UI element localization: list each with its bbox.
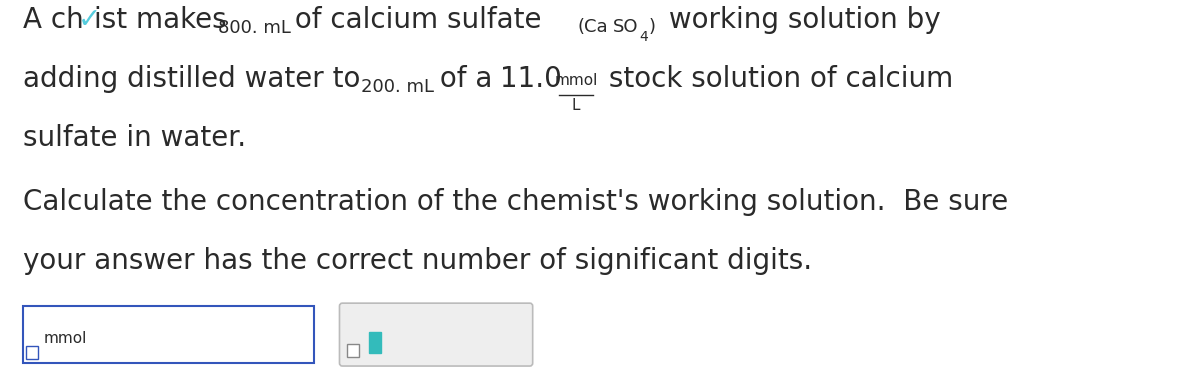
Text: 4: 4 <box>640 30 648 44</box>
Text: mmol: mmol <box>44 332 88 346</box>
Text: ✓: ✓ <box>78 6 101 34</box>
Text: of calcium sulfate: of calcium sulfate <box>286 6 551 34</box>
Text: Calculate the concentration of the chemist's working solution.  Be sure: Calculate the concentration of the chemi… <box>24 188 1009 216</box>
Text: working solution by: working solution by <box>660 6 941 34</box>
Text: adding distilled water to: adding distilled water to <box>24 65 370 93</box>
Text: 200. mL: 200. mL <box>361 78 434 96</box>
Bar <box>347 344 359 357</box>
Bar <box>26 346 38 359</box>
Text: SO: SO <box>612 18 638 36</box>
Text: mmol: mmol <box>554 73 598 88</box>
Text: sulfate in water.: sulfate in water. <box>24 124 246 152</box>
Text: ist makes: ist makes <box>94 6 235 34</box>
Bar <box>368 332 380 353</box>
Bar <box>24 306 314 363</box>
Text: A ch: A ch <box>24 6 84 34</box>
FancyBboxPatch shape <box>340 303 533 366</box>
Text: 800. mL: 800. mL <box>217 19 290 37</box>
Text: (Ca: (Ca <box>577 18 608 36</box>
Text: of a: of a <box>431 65 502 93</box>
Text: stock solution of calcium: stock solution of calcium <box>600 65 954 93</box>
Text: ): ) <box>649 18 656 36</box>
Text: 11.0: 11.0 <box>500 65 562 93</box>
Text: your answer has the correct number of significant digits.: your answer has the correct number of si… <box>24 247 812 275</box>
Text: L: L <box>571 98 580 113</box>
